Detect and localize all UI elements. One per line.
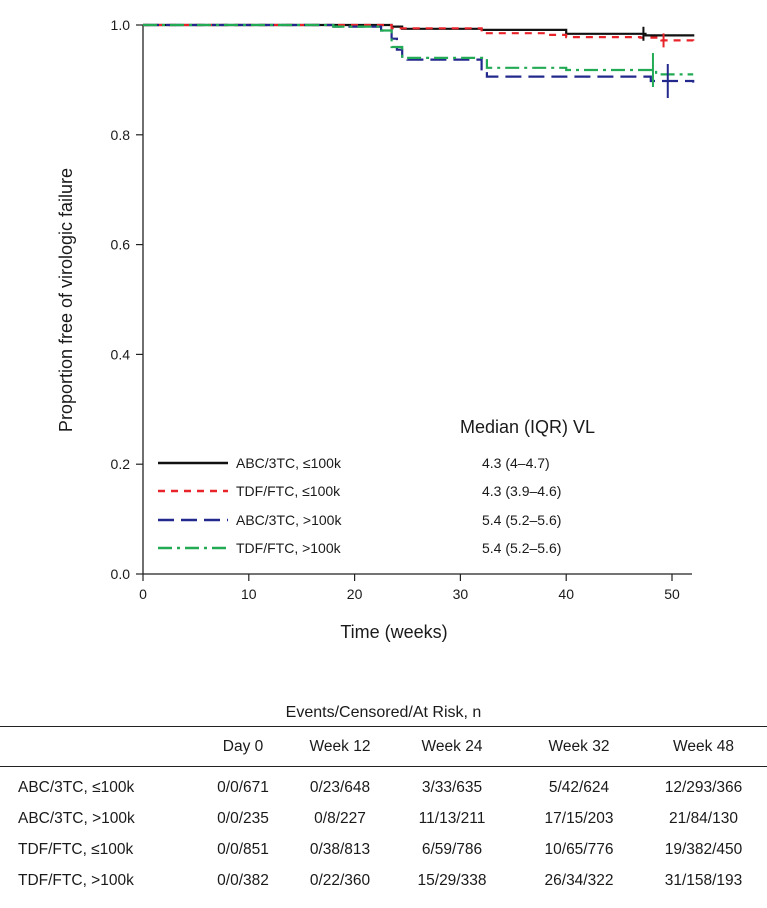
- table-cell: 0/0/382: [217, 871, 269, 889]
- axes: [142, 25, 692, 575]
- table-cell: 0/0/851: [217, 840, 269, 858]
- table-row: TDF/FTC, >100k 0/0/382 0/22/360 15/29/33…: [0, 865, 767, 896]
- curve-line: [143, 23, 695, 42]
- x-tick-label: 40: [558, 586, 574, 602]
- table-cell: 21/84/130: [669, 809, 738, 827]
- y-tick-label: 0.0: [111, 566, 131, 582]
- y-tick-label: 1.0: [111, 17, 131, 33]
- legend-label: ABC/3TC, >100k: [236, 512, 342, 528]
- table-cell: 3/33/635: [421, 778, 483, 796]
- curve-line: [143, 23, 694, 76]
- table-cell: 5/42/624: [548, 778, 610, 796]
- censor-marks: [642, 26, 669, 98]
- table-cell: 12/293/366: [664, 778, 743, 796]
- x-tick-label: 20: [347, 586, 363, 602]
- table-cell: 6/59/786: [421, 840, 483, 858]
- y-tick-label: 0.6: [111, 237, 131, 253]
- y-tick-label: 0.8: [111, 127, 131, 143]
- table-row: ABC/3TC, ≤100k 0/0/671 0/23/648 3/33/635…: [0, 767, 767, 804]
- x-ticks: 0 10 20 30 40 50: [139, 574, 680, 602]
- y-axis-title: Proportion free of virologic failure: [56, 168, 76, 432]
- legend-stat: 4.3 (4–4.7): [482, 455, 550, 471]
- y-ticks: 0.0 0.2 0.4 0.6 0.8 1.0: [111, 17, 143, 582]
- header-cell: Week 12: [309, 737, 371, 755]
- survival-curves: [143, 23, 695, 83]
- table-cell: 0/8/227: [314, 809, 366, 827]
- table-cell: 26/34/322: [544, 871, 614, 889]
- row-label: ABC/3TC, >100k: [18, 809, 135, 827]
- legend-stat: 5.4 (5.2–5.6): [482, 540, 561, 556]
- table-cell: 0/38/813: [309, 840, 371, 858]
- header-cell: Week 24: [421, 737, 483, 755]
- risk-table-header-row: Day 0 Week 12 Week 24 Week 32 Week 48: [0, 726, 767, 767]
- y-tick-label: 0.2: [111, 456, 131, 472]
- legend-label: TDF/FTC, ≤100k: [236, 483, 341, 499]
- x-tick-label: 10: [241, 586, 257, 602]
- header-cell: Week 48: [673, 737, 734, 755]
- row-label: TDF/FTC, ≤100k: [18, 840, 134, 858]
- row-label: TDF/FTC, >100k: [18, 871, 134, 889]
- km-chart: 0.0 0.2 0.4 0.6 0.8 1.0 0 10 20 30 40 50 Proportio…: [56, 17, 695, 642]
- row-label: ABC/3TC, ≤100k: [18, 778, 135, 796]
- y-tick-label: 0.4: [111, 346, 131, 362]
- table-cell: 11/13/211: [418, 809, 486, 827]
- legend-stat: 5.4 (5.2–5.6): [482, 512, 561, 528]
- x-tick-label: 0: [139, 586, 147, 602]
- header-cell: [0, 727, 192, 767]
- curve-line: [143, 23, 695, 83]
- legend-label: TDF/FTC, >100k: [236, 540, 342, 556]
- legend: Median (IQR) VL ABC/3TC, ≤100k 4.3 (4–4.7…: [158, 417, 595, 556]
- table-cell: 0/23/648: [309, 778, 371, 796]
- table-cell: 15/29/338: [417, 871, 487, 889]
- curve-line: [143, 23, 695, 37]
- table-cell: 17/15/203: [544, 809, 614, 827]
- table-cell: 10/65/776: [544, 840, 614, 858]
- table-row: ABC/3TC, >100k 0/0/235 0/8/227 11/13/211…: [0, 803, 767, 834]
- risk-table-section: Events/Censored/At Risk, n Day 0 Week 12…: [0, 700, 767, 896]
- table-cell: 31/158/193: [664, 871, 743, 889]
- legend-stat: 4.3 (3.9–4.6): [482, 483, 561, 499]
- header-cell: Day 0: [222, 737, 264, 755]
- table-cell: 19/382/450: [664, 840, 743, 858]
- table-cell: 0/22/360: [309, 871, 371, 889]
- x-tick-label: 50: [664, 586, 680, 602]
- x-axis-title: Time (weeks): [340, 622, 447, 642]
- header-cell: Week 32: [548, 737, 610, 755]
- table-cell: 0/0/235: [217, 809, 269, 827]
- risk-table: Day 0 Week 12 Week 24 Week 32 Week 48 AB…: [0, 726, 767, 896]
- table-row: TDF/FTC, ≤100k 0/0/851 0/38/813 6/59/786…: [0, 834, 767, 865]
- x-tick-label: 30: [453, 586, 469, 602]
- legend-label: ABC/3TC, ≤100k: [236, 455, 342, 471]
- legend-stat-title: Median (IQR) VL: [460, 417, 595, 437]
- table-cell: 0/0/671: [217, 778, 269, 796]
- risk-table-title: Events/Censored/At Risk, n: [285, 704, 482, 721]
